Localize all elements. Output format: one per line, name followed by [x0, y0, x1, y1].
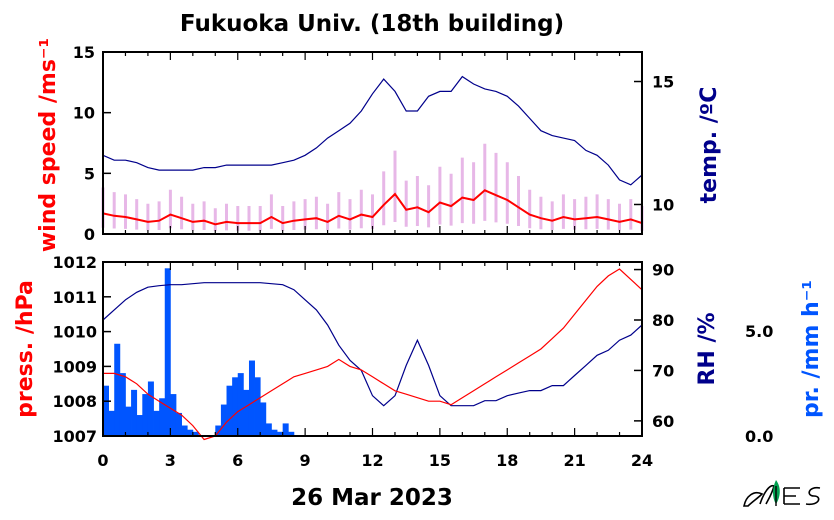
precip-ytick-label: 0.0 — [745, 427, 773, 446]
top-ticks-layer: 0 5 10 15 10 15 — [73, 43, 675, 244]
humidity-axis-label: RH /% — [695, 312, 720, 385]
chart-title: Fukuoka Univ. (18th building) — [180, 11, 564, 37]
temperature-line — [102, 75, 643, 186]
precip-axis-label: pr. /mm h⁻¹ — [799, 280, 824, 418]
pressure-line — [103, 268, 643, 441]
precip-bar — [232, 377, 239, 436]
pressure-ytick-label: 1012 — [52, 253, 97, 272]
precip-bar — [136, 415, 143, 436]
precip-bar — [147, 381, 154, 436]
pressure-ytick-label: 1007 — [52, 427, 97, 446]
precip-bar — [277, 431, 284, 436]
temperature-axis-label: temp. /ºC — [697, 87, 722, 204]
precip-bar — [243, 389, 250, 436]
hour-tick-label: 15 — [429, 451, 451, 470]
precip-bar — [142, 394, 149, 436]
humidity-line — [102, 282, 643, 407]
bottom-ticks-layer: 1007 1008 1009 1010 1011 1012 60 70 80 90 0.0 5.0 0 3… — [52, 253, 773, 470]
precip-ytick-label: 5.0 — [745, 322, 773, 341]
hour-tick-label: 9 — [300, 451, 311, 470]
pressure-ytick-label: 1008 — [52, 392, 97, 411]
hour-tick-label: 0 — [97, 451, 108, 470]
top-series-layer — [101, 75, 644, 232]
precip-bar — [119, 373, 126, 436]
precip-bar — [175, 412, 182, 436]
wind-ytick-label: 10 — [73, 104, 95, 123]
hour-tick-label: 6 — [232, 451, 243, 470]
bottom-panel-frame — [102, 261, 643, 437]
temp-ytick-label: 15 — [652, 73, 674, 92]
precip-bar — [159, 398, 166, 436]
humidity-ytick-label: 60 — [652, 412, 674, 431]
precip-bar — [271, 429, 278, 436]
precip-bar — [226, 385, 233, 436]
precip-bar — [192, 431, 199, 436]
bottom-series-layer — [102, 268, 643, 441]
precip-bar — [220, 404, 227, 436]
wind-ytick-label: 15 — [73, 43, 95, 62]
precip-bar — [131, 389, 138, 436]
date-label: 26 Mar 2023 — [291, 485, 453, 511]
pressure-ytick-label: 1009 — [52, 357, 97, 376]
wind-ytick-label: 5 — [84, 164, 95, 183]
wind-ytick-label: 0 — [84, 225, 95, 244]
hour-tick-label: 18 — [496, 451, 518, 470]
precip-bar — [187, 429, 194, 436]
precip-bar — [164, 268, 171, 436]
humidity-ytick-label: 70 — [652, 361, 674, 380]
precip-bar — [254, 377, 261, 436]
hour-tick-label: 21 — [563, 451, 585, 470]
pressure-ytick-label: 1011 — [52, 288, 97, 307]
precip-bar — [114, 343, 121, 436]
precip-bar — [282, 423, 289, 436]
hour-tick-label: 12 — [361, 451, 383, 470]
pressure-ytick-label: 1010 — [52, 323, 97, 342]
precip-bar — [237, 373, 244, 436]
humidity-ytick-label: 80 — [652, 311, 674, 330]
precip-bar — [108, 410, 115, 436]
hour-tick-label: 3 — [165, 451, 176, 470]
pressure-humidity-precip-panel: 1007 1008 1009 1010 1011 1012 60 70 80 90 0.0 5.0 0 3… — [13, 253, 824, 470]
precip-bar — [248, 360, 255, 436]
precip-bar — [103, 385, 109, 436]
wind-speed-axis-label: wind speed /ms⁻¹ — [36, 38, 61, 252]
precip-bar — [265, 423, 272, 436]
pressure-axis-label: press. /hPa — [13, 280, 38, 418]
hour-tick-label: 24 — [631, 451, 653, 470]
wind-temperature-panel: 0 5 10 15 10 15 wind speed /ms⁻¹ temp. /ºC — [36, 38, 722, 252]
lab-logo-icon — [743, 480, 821, 507]
precip-bar — [153, 410, 160, 436]
precip-bar — [288, 431, 295, 436]
wind-speed-line — [102, 189, 643, 226]
precip-bar — [170, 394, 177, 436]
temp-ytick-label: 10 — [652, 195, 674, 214]
precip-bar — [215, 425, 222, 436]
humidity-ytick-label: 90 — [652, 261, 674, 280]
precip-bar — [181, 425, 188, 436]
precip-bar — [260, 402, 267, 436]
precip-bar — [125, 406, 132, 436]
